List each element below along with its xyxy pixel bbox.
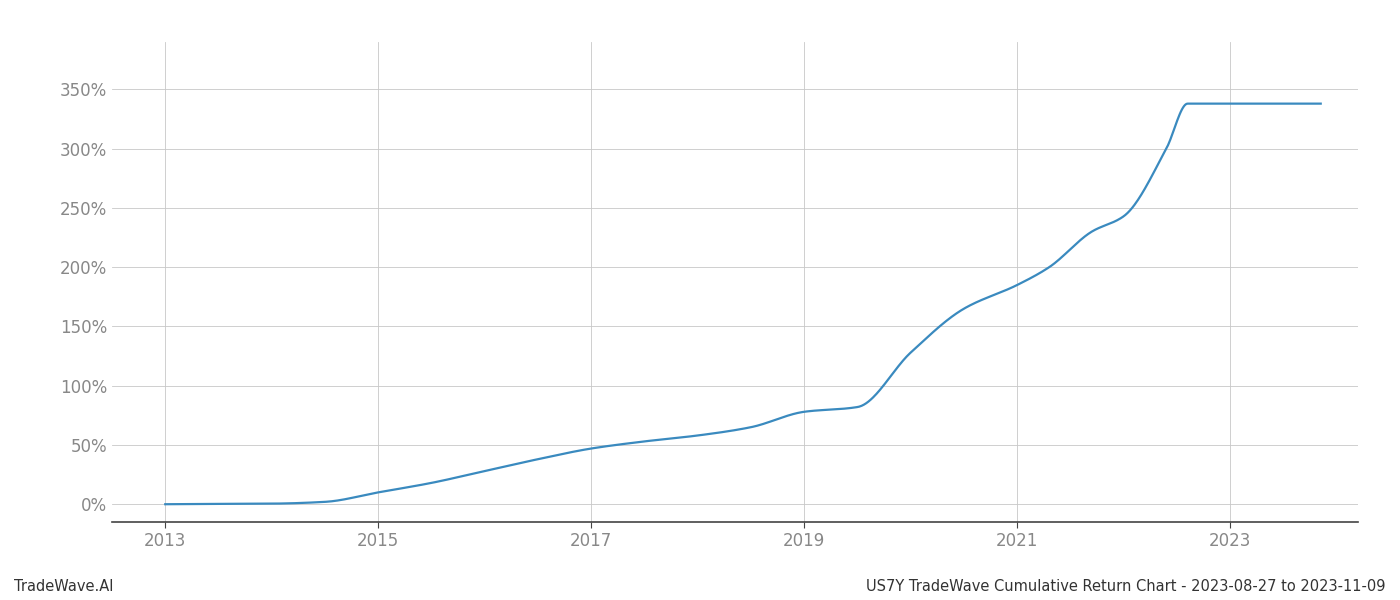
Text: US7Y TradeWave Cumulative Return Chart - 2023-08-27 to 2023-11-09: US7Y TradeWave Cumulative Return Chart -… [867, 579, 1386, 594]
Text: TradeWave.AI: TradeWave.AI [14, 579, 113, 594]
